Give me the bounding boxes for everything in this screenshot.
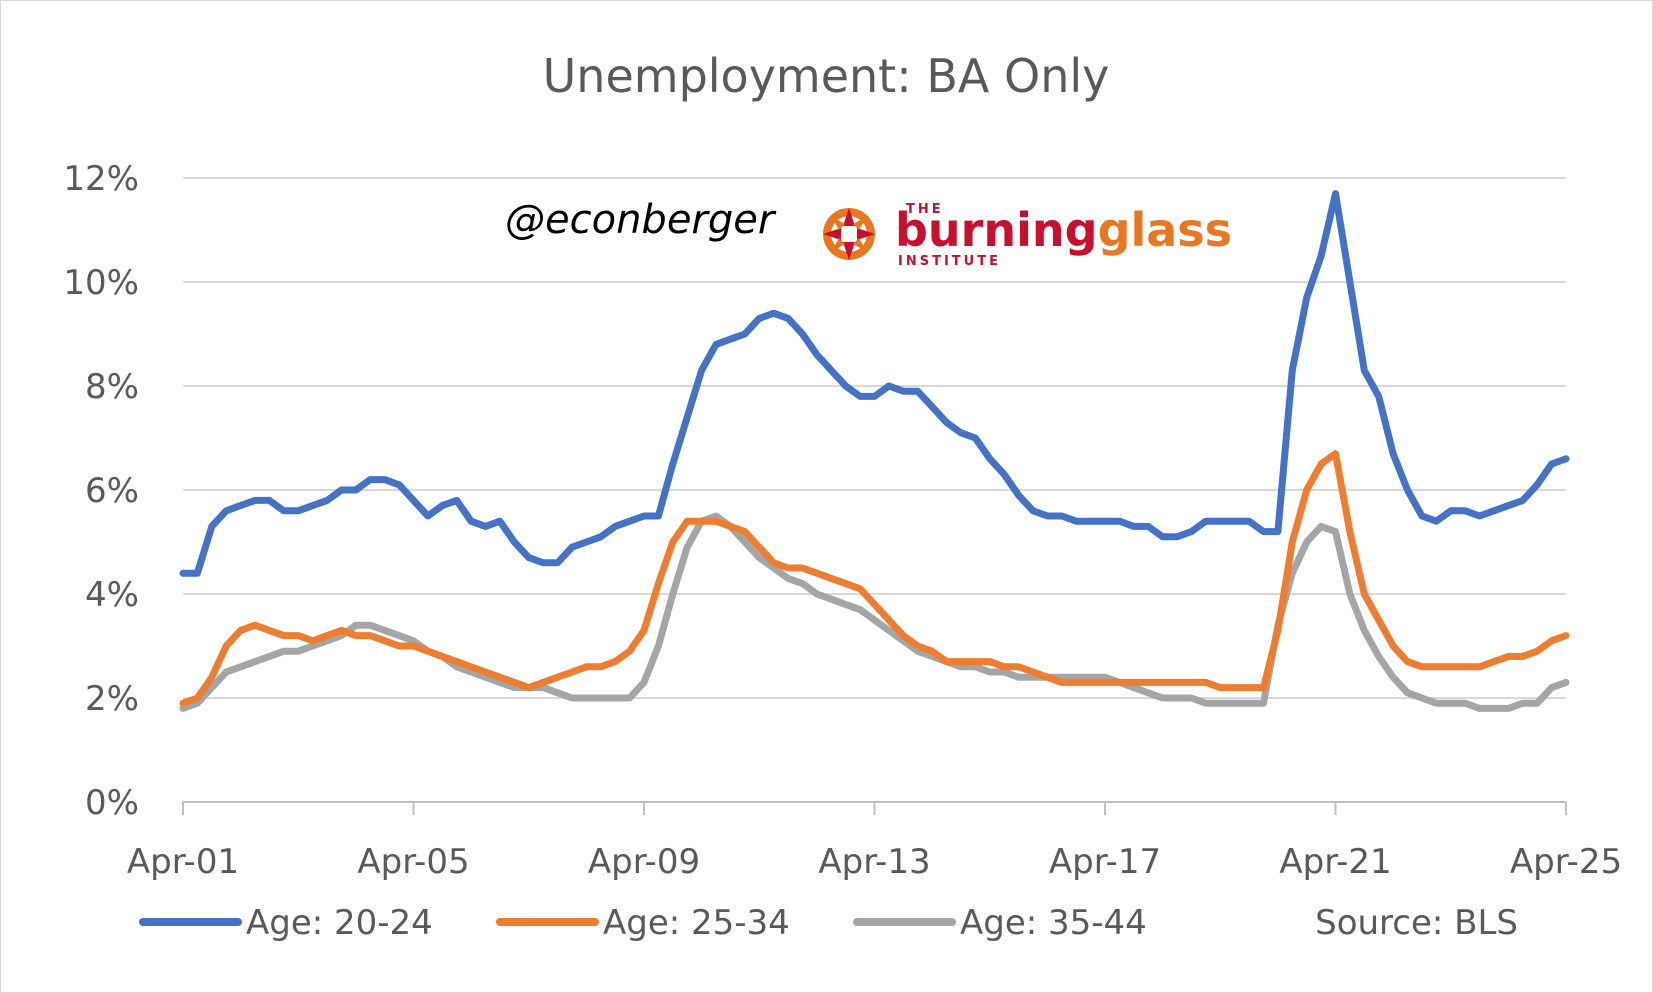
burning-glass-sun-icon	[823, 208, 875, 260]
x-tick-label: Apr-17	[1049, 842, 1161, 882]
y-tick-label: 0%	[85, 783, 139, 823]
x-tick-label: Apr-21	[1279, 842, 1391, 882]
y-tick-label: 12%	[63, 159, 139, 199]
logo-the: THE	[906, 202, 944, 217]
legend-label: Age: 20-24	[246, 903, 433, 943]
logo-wordmark: burningglass	[895, 203, 1232, 257]
x-tick-label: Apr-01	[127, 842, 239, 882]
series-line-age-25-34	[179, 450, 1570, 707]
legend-label: Age: 35-44	[960, 903, 1147, 943]
y-tick-label: 8%	[85, 367, 139, 407]
x-axis: Apr-01 Apr-05 Apr-09 Apr-13 Apr-17 Apr-21 Apr-…	[127, 801, 1622, 882]
series-lines	[179, 190, 1570, 712]
x-tick-label: Apr-13	[818, 842, 930, 882]
series-line-age-35-44	[179, 512, 1570, 712]
legend: Age: 20-24 Age: 25-34 Age: 35-44	[139, 903, 1147, 943]
x-tick-label: Apr-05	[357, 842, 469, 882]
logo-glass: glass	[1098, 203, 1233, 257]
series-line-age-20-24	[179, 190, 1570, 577]
source-note: Source: BLS	[1315, 903, 1518, 943]
y-axis-ticks: 0% 2% 4% 6% 8% 10% 12%	[63, 159, 139, 823]
y-tick-label: 2%	[85, 679, 139, 719]
chart-title: Unemployment: BA Only	[543, 49, 1110, 103]
econberger-handle: @econberger	[505, 197, 777, 243]
watermark: @econberger THE burningglass INSTITUTE	[505, 197, 1232, 269]
logo-institute: INSTITUTE	[898, 254, 1001, 269]
legend-label: Age: 25-34	[603, 903, 790, 943]
x-tick-label: Apr-09	[588, 842, 700, 882]
y-tick-label: 10%	[63, 263, 139, 303]
logo-burning: burning	[895, 203, 1098, 257]
y-tick-label: 4%	[85, 575, 139, 615]
burning-glass-logo: THE burningglass INSTITUTE	[823, 202, 1232, 269]
y-tick-label: 6%	[85, 471, 139, 511]
grid	[183, 177, 1566, 699]
x-tick-label: Apr-25	[1510, 842, 1622, 882]
